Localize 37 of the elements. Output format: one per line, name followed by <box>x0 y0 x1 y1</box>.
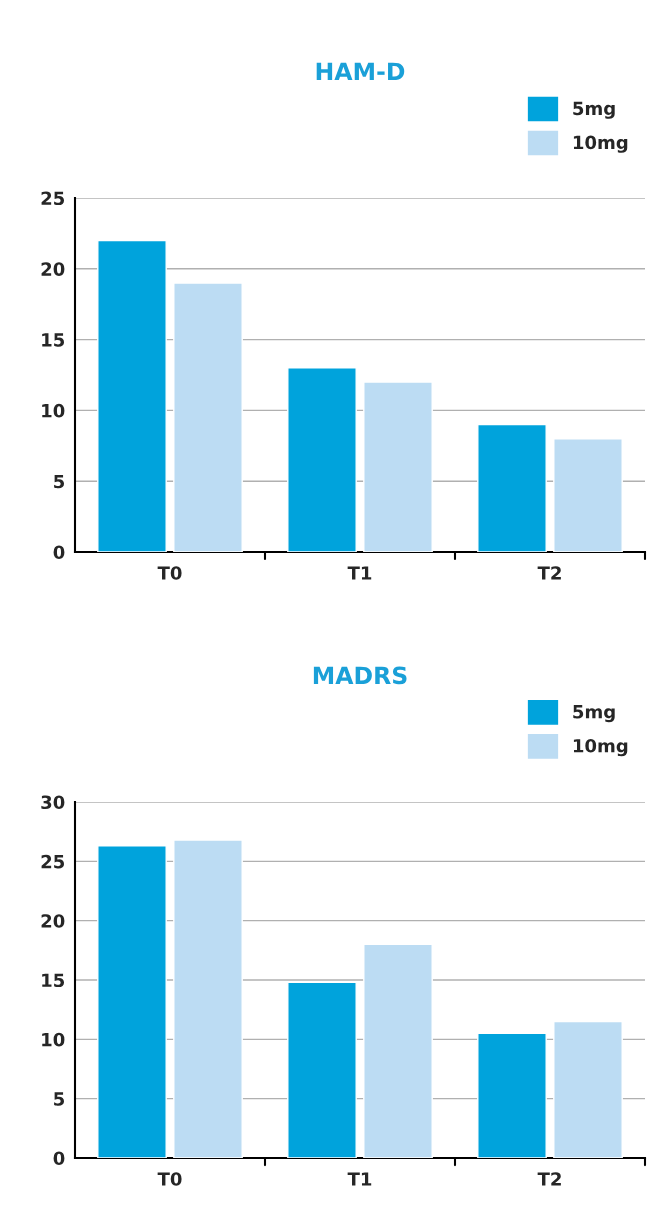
chart-title: HAM-D <box>316 62 405 80</box>
y-tick-label: 0 <box>53 545 65 560</box>
y-tick-label: 30 <box>41 795 65 810</box>
y-tick-label: 5 <box>54 1092 65 1106</box>
x-tick-label: T1 <box>347 1172 372 1186</box>
x-tick-label: T2 <box>537 1172 561 1186</box>
x-tick-label: T1 <box>347 566 372 580</box>
bar <box>287 367 357 552</box>
y-tick-label: 10 <box>42 403 65 418</box>
bar <box>477 1032 547 1158</box>
bar <box>553 438 623 552</box>
bar <box>97 239 167 552</box>
y-tick-label: 15 <box>42 333 65 347</box>
legend-label: 5mg <box>573 705 615 723</box>
bar <box>553 1020 623 1158</box>
bar <box>97 845 167 1158</box>
x-tick-label: T0 <box>157 1172 182 1186</box>
x-tick-label: T2 <box>537 566 561 580</box>
bar <box>173 282 243 552</box>
y-tick-label: 0 <box>53 1151 65 1166</box>
bar <box>477 423 547 552</box>
y-tick-label: 25 <box>41 191 65 206</box>
y-tick-label: 15 <box>42 973 65 988</box>
chart-title: MADRS <box>313 666 407 685</box>
y-tick-label: 20 <box>41 914 65 928</box>
y-tick-label: 5 <box>54 474 65 489</box>
legend-label: 10mg <box>573 135 628 153</box>
y-tick-label: 10 <box>42 1032 65 1047</box>
legend-label: 5mg <box>573 101 615 119</box>
legend-label: 10mg <box>573 738 628 757</box>
bar <box>363 381 433 552</box>
y-tick-label: 25 <box>41 854 65 869</box>
bar <box>287 981 357 1158</box>
bar <box>173 839 243 1158</box>
bar <box>363 943 433 1158</box>
x-tick-label: T0 <box>157 566 182 580</box>
y-tick-label: 20 <box>41 262 65 276</box>
